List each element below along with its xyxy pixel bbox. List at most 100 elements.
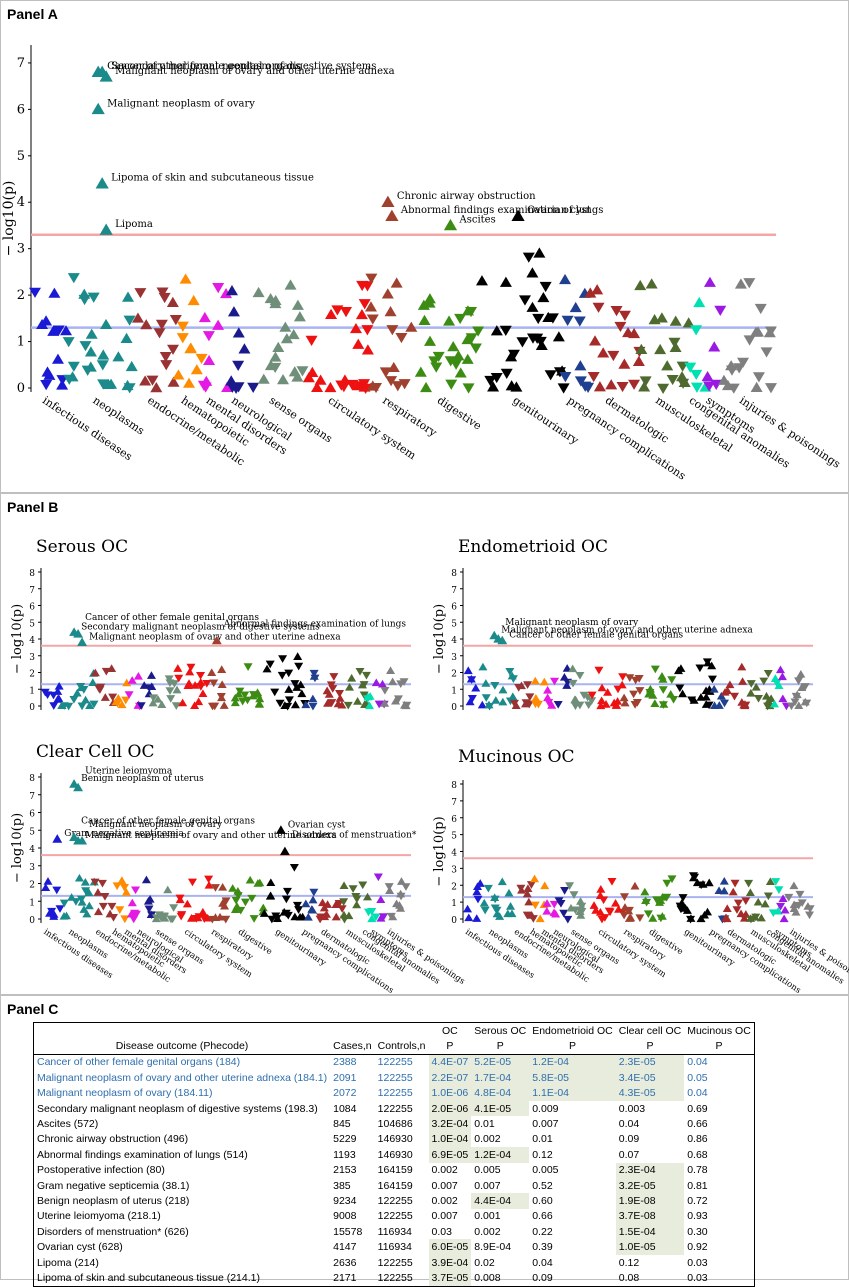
endometrioid-point (759, 677, 769, 686)
table-cell: 146930 (377, 1133, 413, 1146)
overall-point (743, 278, 756, 289)
clearcell-point (41, 883, 51, 892)
clearcell-point (249, 915, 259, 923)
serous-point (400, 700, 410, 709)
overall-point (370, 382, 383, 394)
overall-point (232, 382, 245, 393)
serous-point (185, 667, 195, 676)
overall-point (160, 360, 173, 371)
overall-point (655, 312, 668, 323)
clearcell-point (352, 895, 362, 904)
overall-point (48, 287, 61, 298)
serous-point (113, 693, 123, 702)
clearcell-point (169, 904, 179, 912)
table-cell: 2171 (333, 1271, 357, 1284)
overall-point (100, 318, 113, 330)
endometrioid-point (796, 669, 806, 678)
endometrioid-point (568, 664, 578, 673)
endometrioid-point (521, 699, 531, 708)
endometrioid-point (485, 702, 495, 711)
serous-y-tick-label: 1 (29, 686, 35, 696)
overall-point (607, 350, 620, 362)
table-cell: 0.01 (474, 1118, 495, 1131)
mucinous-point (463, 904, 473, 913)
overall-point (212, 282, 225, 294)
table-cell: 0.93 (687, 1210, 708, 1223)
mucinous-point (595, 891, 605, 900)
table-cell: 164159 (377, 1164, 413, 1177)
overall-point (542, 311, 555, 323)
overall-y-tick-label: 0 (17, 381, 25, 396)
clearcell-point (376, 895, 386, 904)
overall-point (589, 335, 602, 346)
table-row: Benign neoplasm of uterus (218) 9234 12225… (34, 1193, 755, 1209)
overall-point (645, 278, 658, 289)
clearcell-point (337, 905, 347, 913)
endometrioid-point (769, 699, 779, 708)
clearcell-point (396, 904, 406, 912)
endometrioid-point (730, 692, 740, 701)
mucinous-point (569, 891, 579, 899)
mucinous-point (662, 879, 672, 888)
clearcell-point (127, 898, 137, 907)
serous-point (190, 681, 200, 689)
serous-point (345, 683, 355, 691)
table-cell: 4.4E-04 (471, 1193, 530, 1209)
table-row: Lipoma of skin and subcutaneous tissue (… (34, 1270, 755, 1287)
serous-point (343, 701, 353, 710)
endometrioid-point (763, 669, 773, 678)
overall-point (187, 294, 200, 306)
mucinous-point (506, 902, 516, 910)
overall-point (690, 382, 703, 393)
table-row: Ovarian cyst (628) 4147 116934 6.0E-05 8.9E-… (34, 1239, 755, 1255)
table-cell: 122255 (377, 1102, 413, 1115)
overall-point (475, 275, 488, 286)
table-cell-outcome: Chronic airway obstruction (496) (37, 1133, 189, 1146)
clearcell-point (84, 901, 94, 910)
mucinous-point (530, 901, 540, 910)
clearcell-y-tick-label: 2 (29, 881, 35, 891)
mucinous-point (480, 906, 490, 915)
mucinous-point (756, 913, 766, 922)
serous-point (365, 692, 375, 700)
overall-point (291, 371, 304, 382)
clearcell-point (84, 888, 94, 897)
overall-point (614, 321, 627, 333)
overall-point (131, 312, 144, 323)
overall-annotation-label: Ovarian cyst (527, 205, 591, 216)
panel-a: Panel A 0 1 2 3 4 5 6 7 − log10(p) Cancer of othe… (0, 0, 849, 493)
serous-point (230, 698, 240, 707)
endometrioid-point (601, 700, 611, 708)
overall-point (750, 381, 763, 392)
mucinous-y-tick-label: 7 (451, 798, 457, 808)
table-cell: 4.4E-07 (428, 1054, 472, 1071)
table-cell: 2.3E-04 (615, 1162, 685, 1178)
mucinous-point (522, 911, 532, 920)
endometrioid-y-tick-label: 4 (451, 636, 457, 646)
overall-sig-point (511, 209, 525, 221)
mucinous-point (504, 888, 514, 897)
table-cell-outcome: Malignant neoplasm of ovary and other ut… (37, 1071, 328, 1084)
serous-annotation-label: Malignant neoplasm of ovary and other ut… (89, 632, 341, 642)
clearcell-point (163, 885, 173, 894)
mucinous-point (607, 878, 617, 886)
mucinous-point (805, 911, 815, 920)
clearcell-point (303, 912, 313, 921)
serous-point (190, 701, 200, 709)
clearcell-point (281, 895, 291, 904)
mucinous-point (560, 887, 570, 895)
overall-point (324, 381, 337, 393)
overall-point (616, 381, 629, 393)
clearcell-point (266, 878, 276, 887)
endometrioid-point (719, 699, 729, 708)
table-row: Secondary malignant neoplasm of digestiv… (34, 1100, 755, 1117)
overall-point (279, 321, 292, 332)
clearcell-point (121, 888, 131, 896)
overall-point (102, 378, 115, 390)
table-cell: 0.07 (618, 1148, 640, 1161)
mucinous-point (741, 897, 751, 906)
endometrioid-y-tick-label: 6 (451, 603, 457, 613)
overall-point (639, 376, 652, 387)
overall-point (158, 292, 171, 304)
mucinous-point (778, 894, 788, 903)
